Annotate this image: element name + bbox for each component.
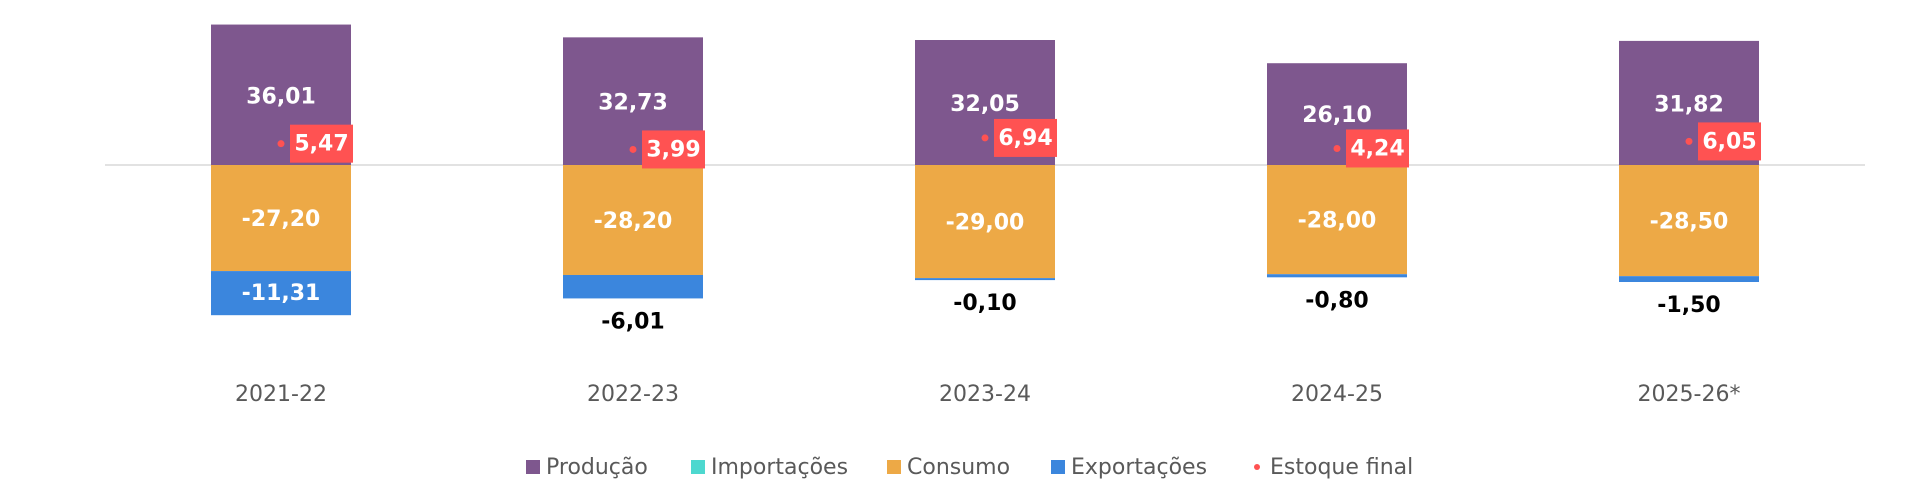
estoque-value-label: 5,47 <box>294 132 348 157</box>
legend-marker-consumo <box>887 460 901 474</box>
legend-marker-exportacoes <box>1051 460 1065 474</box>
bar-exportacoes <box>563 274 703 299</box>
category-label: 2025-26* <box>1638 382 1741 407</box>
estoque-point <box>981 134 989 142</box>
estoque-point <box>1333 144 1341 152</box>
producao-value-label: 26,10 <box>1302 103 1372 128</box>
consumo-value-label: -28,50 <box>1650 210 1729 235</box>
category-label: 2023-24 <box>939 382 1031 407</box>
exportacoes-value-label: -0,80 <box>1305 288 1368 313</box>
category-label: 2022-23 <box>587 382 679 407</box>
estoque-label-box <box>290 124 353 163</box>
estoque-point <box>1685 137 1693 145</box>
estoque-point <box>277 140 285 148</box>
legend-label-consumo: Consumo <box>907 455 1010 480</box>
producao-value-label: 36,01 <box>246 85 316 110</box>
producao-value-label: 32,05 <box>950 92 1020 117</box>
estoque-label-box <box>1346 129 1409 168</box>
bar-consumo <box>563 165 703 275</box>
exportacoes-value-label: -11,31 <box>242 281 321 306</box>
estoque-value-label: 6,05 <box>1702 129 1756 154</box>
estoque-value-label: 3,99 <box>646 137 700 162</box>
estoque-label-box <box>642 130 705 169</box>
consumo-value-label: -28,00 <box>1298 209 1377 234</box>
bar-exportacoes <box>915 278 1055 281</box>
legend-label-producao: Produção <box>546 455 648 480</box>
category-label: 2024-25 <box>1291 382 1383 407</box>
legend-label-exportacoes: Exportações <box>1071 455 1207 480</box>
estoque-value-label: 4,24 <box>1350 136 1404 161</box>
estoque-value-label: 6,94 <box>998 126 1052 151</box>
bar-consumo <box>211 165 351 272</box>
bar-exportacoes <box>1619 276 1759 282</box>
exportacoes-value-label: -0,10 <box>953 291 1016 316</box>
consumo-value-label: -28,20 <box>594 209 673 234</box>
exportacoes-value-label: -6,01 <box>601 309 664 334</box>
bar-exportacoes <box>1267 274 1407 278</box>
legend-label-estoque: Estoque final <box>1270 455 1413 480</box>
estoque-label-box <box>1698 122 1761 161</box>
consumo-value-label: -29,00 <box>946 211 1025 236</box>
bar-consumo <box>1267 165 1407 275</box>
bar-exportacoes <box>211 271 351 316</box>
bar-consumo <box>1619 165 1759 277</box>
category-label: 2021-22 <box>235 382 327 407</box>
consumo-value-label: -27,20 <box>242 207 321 232</box>
legend-marker-importacoes <box>691 460 705 474</box>
exportacoes-value-label: -1,50 <box>1657 293 1720 318</box>
estoque-point <box>629 145 637 153</box>
legend-marker-producao <box>526 460 540 474</box>
producao-value-label: 31,82 <box>1654 92 1724 117</box>
producao-value-label: 32,73 <box>598 91 668 116</box>
bar-consumo <box>915 165 1055 279</box>
legend-label-importacoes: Importações <box>711 455 848 480</box>
estoque-label-box <box>994 118 1057 157</box>
legend-marker-estoque <box>1254 464 1260 470</box>
